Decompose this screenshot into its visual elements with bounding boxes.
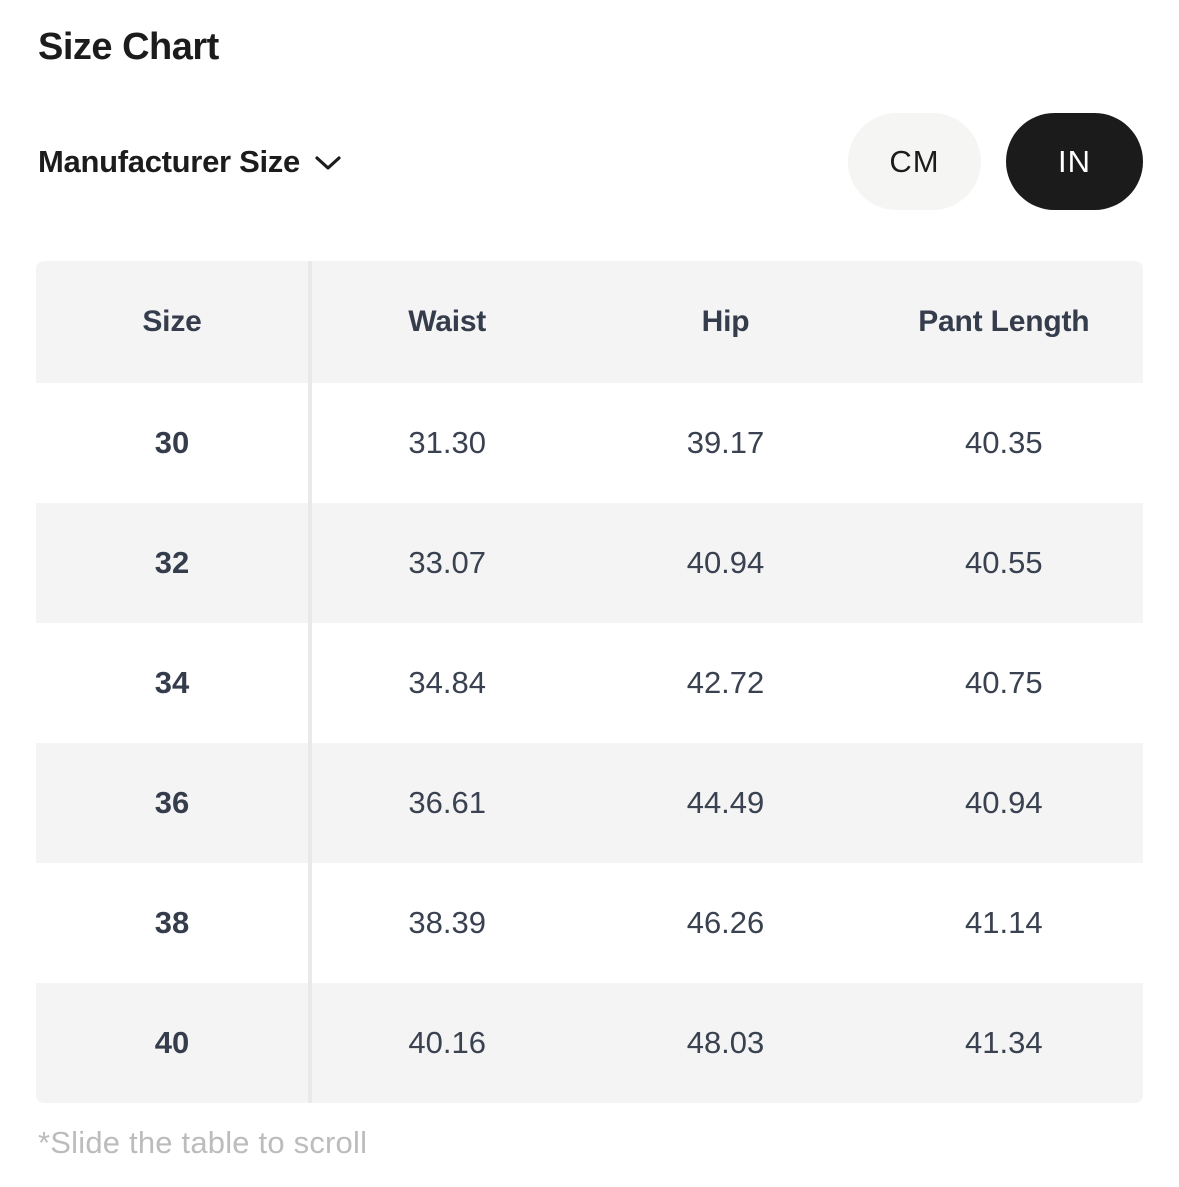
pant-length-cell: 40.55 — [965, 545, 1043, 580]
unit-in-button[interactable]: IN — [1006, 113, 1143, 210]
waist-cell: 33.07 — [408, 545, 486, 580]
column-divider — [308, 261, 312, 1103]
waist-cell: 31.30 — [408, 425, 486, 460]
page-title: Size Chart — [38, 26, 219, 68]
table-row: 38 38.39 46.26 41.14 — [36, 863, 1143, 983]
manufacturer-size-label: Manufacturer Size — [38, 143, 300, 179]
pant-length-cell: 41.34 — [965, 1025, 1043, 1060]
waist-cell: 34.84 — [408, 665, 486, 700]
size-cell: 30 — [154, 425, 190, 460]
waist-cell: 38.39 — [408, 905, 486, 940]
column-header-hip: Hip — [701, 305, 750, 338]
waist-cell: 36.61 — [408, 785, 486, 820]
table-row: 32 33.07 40.94 40.55 — [36, 503, 1143, 623]
size-cell: 34 — [154, 665, 190, 700]
table-row: 36 36.61 44.49 40.94 — [36, 743, 1143, 863]
size-cell: 32 — [154, 545, 190, 580]
hip-cell: 40.94 — [686, 545, 765, 580]
scroll-hint: *Slide the table to scroll — [38, 1125, 368, 1160]
unit-cm-button[interactable]: CM — [848, 113, 981, 210]
size-cell: 38 — [154, 905, 190, 940]
pant-length-cell: 40.35 — [965, 425, 1043, 460]
unit-toggle: CM IN — [848, 113, 1143, 210]
controls-row: Manufacturer Size CM IN — [36, 113, 1143, 210]
waist-cell: 40.16 — [408, 1025, 486, 1060]
chevron-down-icon — [314, 154, 342, 175]
table-row: 34 34.84 42.72 40.75 — [36, 623, 1143, 743]
hip-cell: 39.17 — [686, 425, 765, 460]
pant-length-cell: 40.94 — [965, 785, 1043, 820]
hip-cell: 48.03 — [686, 1025, 765, 1060]
column-header-pant-length: Pant Length — [918, 305, 1090, 338]
table-row: 30 31.30 39.17 40.35 — [36, 383, 1143, 503]
pant-length-cell: 41.14 — [965, 905, 1043, 940]
size-cell: 40 — [154, 1025, 190, 1060]
manufacturer-size-dropdown[interactable]: Manufacturer Size — [36, 144, 342, 180]
hip-cell: 46.26 — [686, 905, 765, 940]
pant-length-cell: 40.75 — [965, 665, 1043, 700]
size-table[interactable]: Size Waist Hip Pant Length 30 31.30 39.1… — [36, 261, 1143, 1103]
hip-cell: 42.72 — [686, 665, 765, 700]
hip-cell: 44.49 — [686, 785, 765, 820]
table-row: 40 40.16 48.03 41.34 — [36, 983, 1143, 1103]
size-cell: 36 — [154, 785, 190, 820]
column-header-size: Size — [142, 305, 202, 338]
column-header-waist: Waist — [408, 305, 487, 338]
table-header-row: Size Waist Hip Pant Length — [36, 261, 1143, 383]
